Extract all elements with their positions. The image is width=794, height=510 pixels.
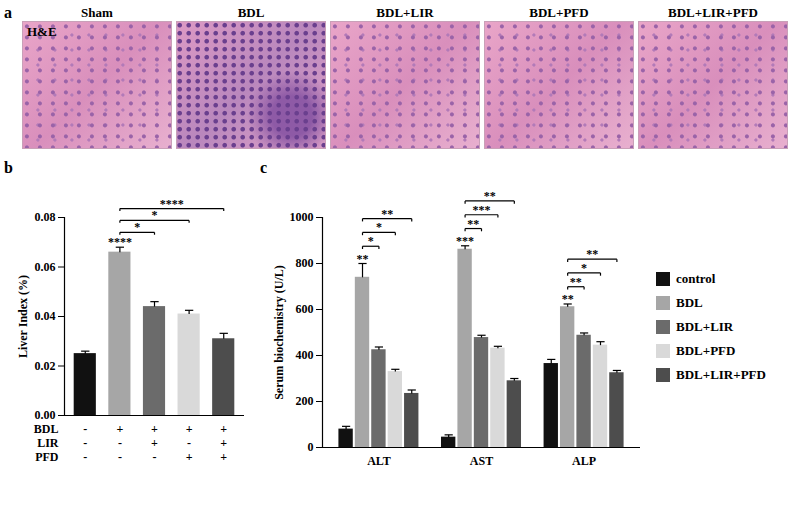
svg-text:+: + <box>151 436 158 450</box>
svg-text:-: - <box>118 450 122 464</box>
svg-text:Serum biochemistry (U/L): Serum biochemistry (U/L) <box>272 265 286 400</box>
svg-text:****: **** <box>160 197 184 211</box>
svg-text:+: + <box>220 436 227 450</box>
svg-text:0: 0 <box>308 440 314 454</box>
svg-text:***: *** <box>456 234 474 248</box>
svg-text:ALT: ALT <box>367 454 391 468</box>
html-text:BDL+PFD: BDL+PFD <box>529 5 589 20</box>
svg-text:0.00: 0.00 <box>35 408 56 422</box>
svg-text:-: - <box>153 450 157 464</box>
html-text:BDL+LIR: BDL+LIR <box>376 5 434 20</box>
html-text:c: c <box>260 159 268 176</box>
svg-text:**: ** <box>467 217 479 231</box>
html-text:control: control <box>676 271 716 286</box>
html-text:BDL+PFD: BDL+PFD <box>676 343 736 358</box>
svg-text:*: * <box>134 220 140 234</box>
svg-text:Liver Index (%): Liver Index (%) <box>16 275 30 358</box>
svg-text:-: - <box>83 450 87 464</box>
html-text:b: b <box>4 159 13 176</box>
svg-text:600: 600 <box>296 302 314 316</box>
html-text:H&E: H&E <box>27 24 57 39</box>
html-text:BDL+LIR: BDL+LIR <box>676 319 734 334</box>
html-text:BDL+LIR+PFD: BDL+LIR+PFD <box>668 5 758 20</box>
svg-text:+: + <box>186 450 193 464</box>
svg-text:PFD: PFD <box>35 450 59 464</box>
svg-text:+: + <box>116 422 123 436</box>
svg-text:-: - <box>83 422 87 436</box>
svg-text:200: 200 <box>296 394 314 408</box>
svg-text:0.04: 0.04 <box>35 309 56 323</box>
svg-text:**: ** <box>381 207 393 221</box>
svg-text:**: ** <box>570 275 582 289</box>
svg-text:*: * <box>376 220 382 234</box>
html-text:a: a <box>4 4 12 21</box>
svg-text:0.06: 0.06 <box>35 260 56 274</box>
svg-text:***: *** <box>473 203 491 217</box>
svg-text:**: ** <box>357 252 369 266</box>
svg-text:+: + <box>220 450 227 464</box>
svg-text:-: - <box>187 436 191 450</box>
svg-text:AST: AST <box>470 454 493 468</box>
svg-text:0.02: 0.02 <box>35 359 56 373</box>
html-text:Sham: Sham <box>81 5 113 20</box>
svg-text:1000: 1000 <box>290 210 314 224</box>
svg-text:400: 400 <box>296 348 314 362</box>
svg-text:0.08: 0.08 <box>35 210 56 224</box>
svg-text:*: * <box>368 234 374 248</box>
svg-text:BDL: BDL <box>34 422 59 436</box>
svg-text:800: 800 <box>296 256 314 270</box>
svg-text:-: - <box>83 436 87 450</box>
html-text:BDL: BDL <box>676 295 703 310</box>
svg-text:****: **** <box>108 235 132 249</box>
svg-text:**: ** <box>586 247 598 261</box>
svg-text:ALP: ALP <box>572 454 596 468</box>
svg-text:+: + <box>151 422 158 436</box>
svg-text:+: + <box>220 422 227 436</box>
svg-text:**: ** <box>562 292 574 306</box>
svg-text:-: - <box>118 436 122 450</box>
svg-text:+: + <box>186 422 193 436</box>
html-text:BDL: BDL <box>237 5 265 20</box>
html-text:BDL+LIR+PFD: BDL+LIR+PFD <box>676 367 766 382</box>
svg-text:*: * <box>152 208 158 222</box>
svg-text:LIR: LIR <box>37 436 59 450</box>
svg-text:**: ** <box>484 189 496 203</box>
svg-text:*: * <box>581 261 587 275</box>
